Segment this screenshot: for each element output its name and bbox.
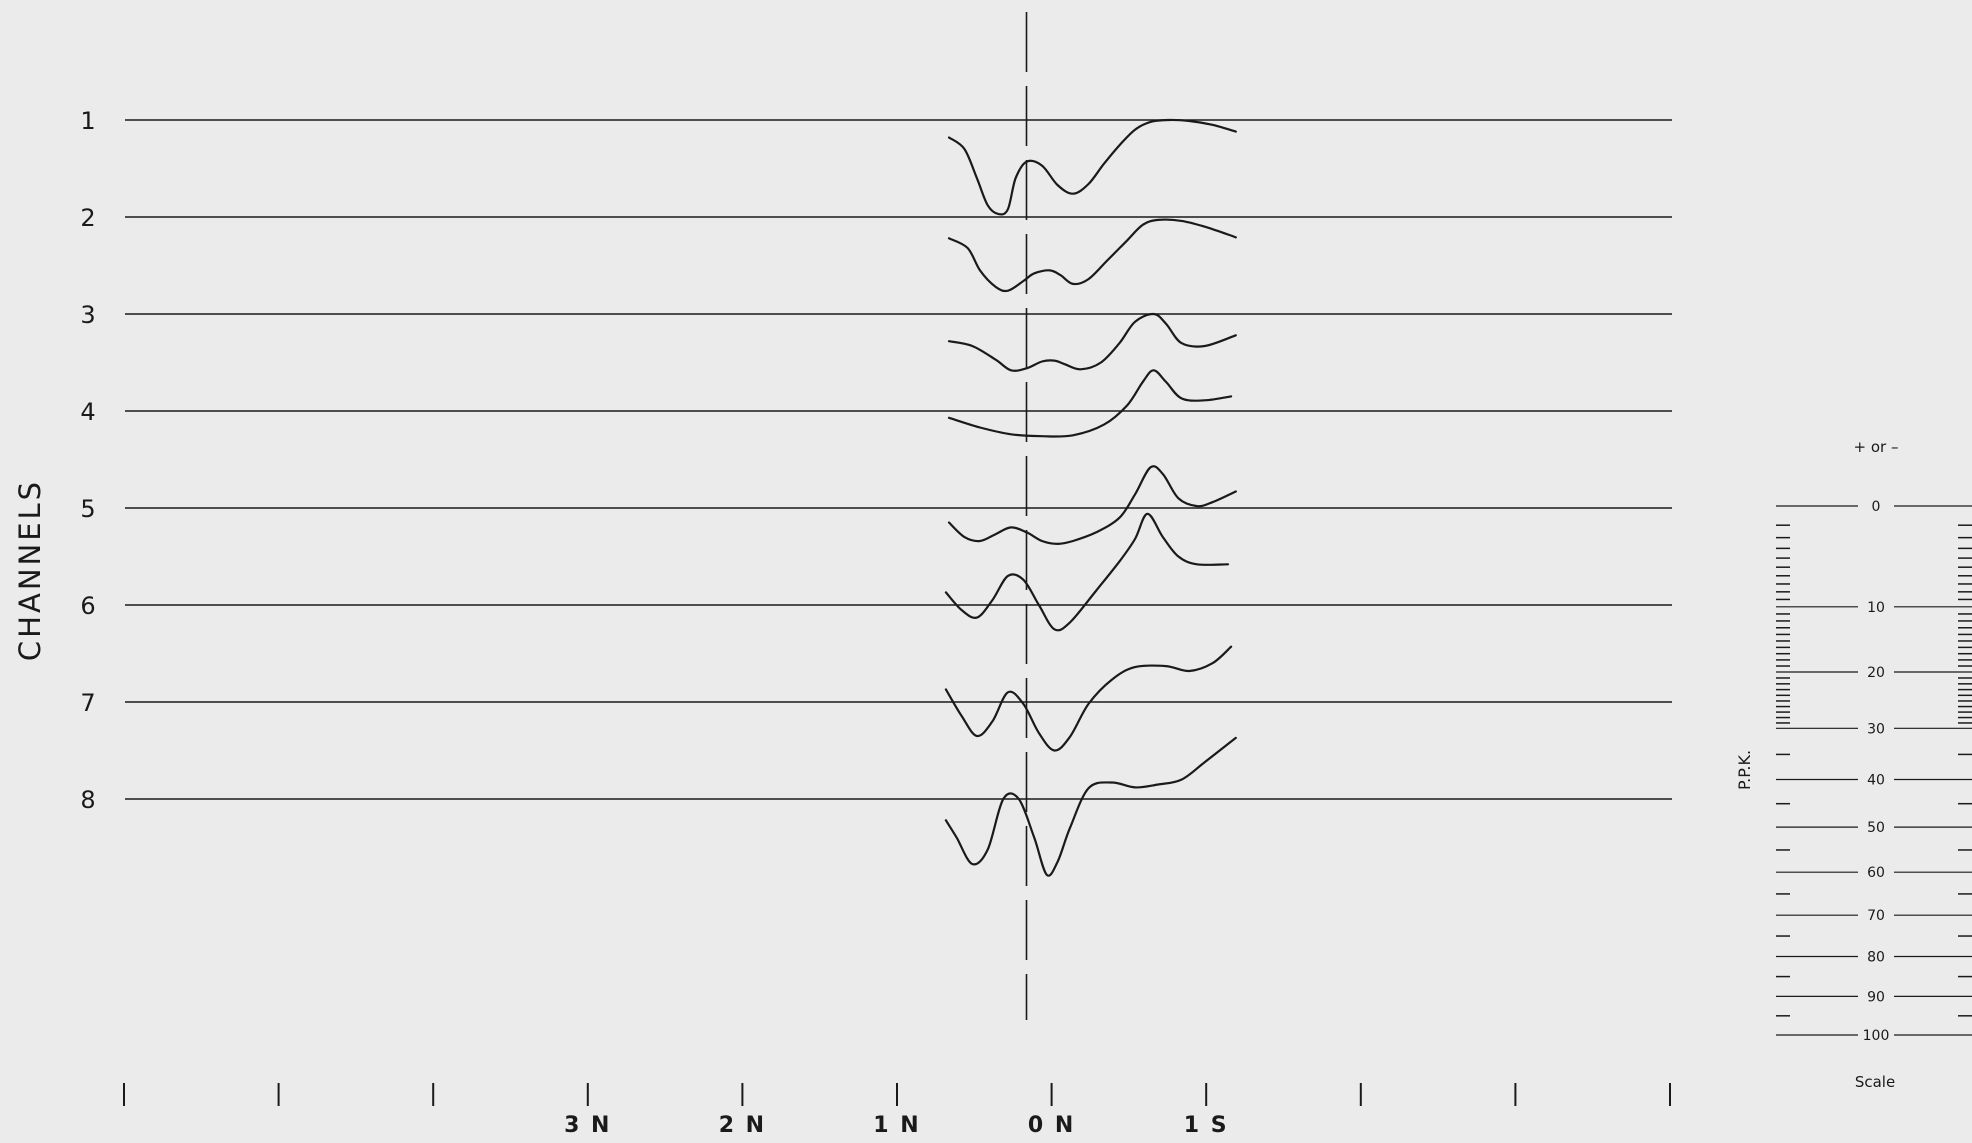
channel-label: 8 xyxy=(80,786,95,814)
channel-label: 5 xyxy=(80,495,95,523)
scale-label: 30 xyxy=(1867,721,1885,737)
trace-channel-3 xyxy=(947,312,1237,372)
trace-channel-2 xyxy=(947,218,1237,293)
channel-label: 7 xyxy=(80,689,95,717)
scale-label: 0 xyxy=(1872,499,1881,515)
scale-label: 20 xyxy=(1867,665,1885,681)
scale-caption: Scale xyxy=(1855,1073,1895,1091)
scale-label: 90 xyxy=(1867,989,1885,1005)
scale-label: 50 xyxy=(1867,820,1885,836)
scale-label: 100 xyxy=(1863,1028,1890,1044)
trace-channel-7 xyxy=(944,645,1233,752)
channel-label: 6 xyxy=(80,592,95,620)
scale-label: 80 xyxy=(1867,949,1885,965)
x-tick-label: 1 S xyxy=(1184,1113,1229,1138)
x-tick-label: 0 N xyxy=(1028,1113,1075,1138)
scale-label: 60 xyxy=(1867,865,1885,881)
trace-channel-6 xyxy=(944,512,1230,632)
scale-label: 10 xyxy=(1867,600,1885,616)
x-tick-label: 3 N xyxy=(564,1113,611,1138)
x-axis: 3 N 2 N 1 N 0 N 1 S xyxy=(123,1083,1671,1138)
signal-traces xyxy=(944,118,1237,877)
scale-label: 70 xyxy=(1867,908,1885,924)
channel-label: 3 xyxy=(80,301,95,329)
channel-label: 4 xyxy=(80,398,95,426)
x-tick-label: 1 N xyxy=(873,1113,920,1138)
channel-label: 2 xyxy=(80,204,95,232)
trace-channel-5 xyxy=(947,465,1237,545)
scale-legend: + or – P.P.K. Scale 0 10 20 30 40 50 60 70 80 90 100 xyxy=(1735,438,1972,1091)
x-tick-label: 2 N xyxy=(719,1113,766,1138)
scale-side-label: P.P.K. xyxy=(1735,750,1754,790)
channel-label: 1 xyxy=(80,107,95,135)
trace-channel-8 xyxy=(944,736,1237,877)
channel-baselines xyxy=(125,119,1672,800)
scale-label: 40 xyxy=(1867,772,1885,788)
trace-channel-1 xyxy=(947,118,1237,216)
channel-labels: 1 2 3 4 5 6 7 8 xyxy=(80,107,95,814)
trace-channel-4 xyxy=(947,369,1233,438)
y-axis-label: CHANNELS xyxy=(13,479,47,661)
scale-sign-label: + or – xyxy=(1854,438,1899,456)
